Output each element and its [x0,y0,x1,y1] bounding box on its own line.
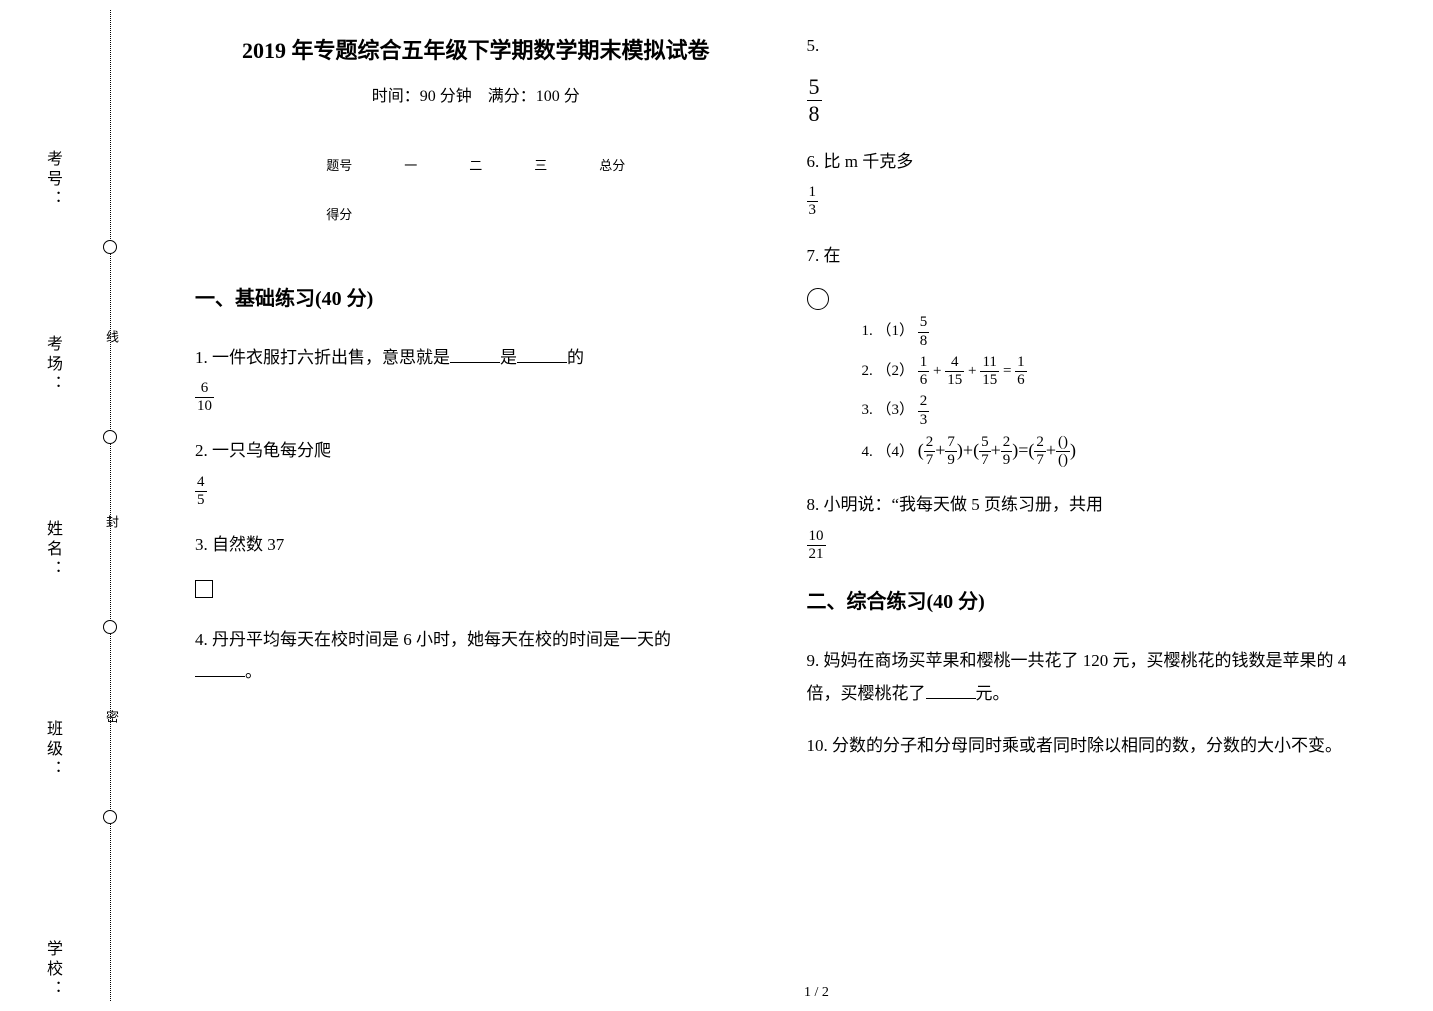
q2-text: 一只乌龟每分爬 [212,441,331,460]
binding-seg-label: 封 [102,515,121,534]
score-cell [573,191,651,240]
question-4: 4. 丹丹平均每天在校时间是 6 小时，她每天在校的时间是一天的 。 [195,624,757,689]
q3-text: 自然数 37 [212,535,284,554]
q7-1-frac: 58 [918,314,930,350]
q7-3-frac: 23 [918,393,930,429]
page-content: 2019 年专题综合五年级下学期数学期末模拟试卷 时间：90 分钟 满分：100… [140,0,1433,1011]
question-5: 5. 58 [807,30,1369,126]
q8-text: 小明说：“我每天做 5 页练习册，共用 [824,495,1104,514]
q7-item-1: （1） 58 [877,314,1369,350]
binding-label: 学校： [40,940,64,1000]
binding-dotted-line [110,10,111,1001]
score-cell [443,191,508,240]
q4-num: 4. [195,630,208,649]
q7-sublist: （1） 58 （2） 16 + 415 + 1115 = 16 （3） 23 [807,314,1369,469]
q7-item-4: （4） (27+79)+(57+29)=(27+()()) [877,433,1369,470]
q6-fraction: 13 [807,184,819,220]
q7-2-a: 16 [918,354,930,390]
binding-seg-label: 密 [102,710,121,729]
question-6: 6. 比 m 千克多 13 [807,146,1369,220]
q9-text-b: 元。 [976,684,1010,703]
table-row: 题号 一 二 三 总分 [300,142,651,191]
q2-num: 2. [195,441,208,460]
q7-num: 7. [807,246,820,265]
binding-label: 考号： [40,150,64,210]
q7-3-label: （3） [877,402,915,418]
q1-text-b: 是 [500,348,517,367]
right-column: 5. 58 6. 比 m 千克多 13 7. 在 （1） 58 [782,30,1394,1001]
question-7: 7. 在 （1） 58 （2） 16 + 415 + 1115 = 16 [807,240,1369,470]
q5-fraction: 58 [807,74,822,126]
score-table: 题号 一 二 三 总分 得分 [300,142,651,239]
checkbox-mark [195,580,213,598]
binding-circle [103,810,117,824]
q9-num: 9. [807,651,820,670]
blank [926,680,976,699]
score-cell [508,191,573,240]
q10-text: 分数的分子和分母同时乘或者同时除以相同的数，分数的大小不变。 [832,736,1342,755]
score-header-2: 二 [443,142,508,191]
q5-num: 5. [807,36,820,55]
q7-4-eq: (27+79)+(57+29)=(27+()()) [918,440,1076,460]
q1-fraction: 610 [195,380,214,416]
binding-label: 姓名： [40,520,64,580]
question-9: 9. 妈妈在商场买苹果和樱桃一共花了 120 元，买樱桃花的钱数是苹果的 4 倍… [807,645,1369,710]
q4-tail: 。 [245,662,262,681]
score-row-label: 得分 [300,191,378,240]
q8-fraction: 1021 [807,528,826,564]
score-header-1: 一 [378,142,443,191]
binding-label: 班级： [40,720,64,780]
q8-num: 8. [807,495,820,514]
binding-circle [103,240,117,254]
score-header-4: 总分 [573,142,651,191]
q7-4-label: （4） [877,444,915,460]
q7-item-3: （3） 23 [877,393,1369,429]
question-3: 3. 自然数 37 [195,529,757,604]
q7-2-r: 16 [1015,354,1027,390]
q4-text: 丹丹平均每天在校时间是 6 小时，她每天在校的时间是一天的 [212,630,671,649]
score-cell [378,191,443,240]
blank [195,658,245,677]
circle-mark [807,288,829,310]
q6-num: 6. [807,152,820,171]
section-2-title: 二、综合练习(40 分) [807,583,1369,621]
exam-title: 2019 年专题综合五年级下学期数学期末模拟试卷 [195,30,757,72]
question-10: 10. 分数的分子和分母同时乘或者同时除以相同的数，分数的大小不变。 [807,730,1369,762]
q7-text: 在 [824,246,841,265]
binding-seg-label: 线 [102,330,121,349]
q1-num: 1. [195,348,208,367]
q6-text: 比 m 千克多 [824,152,914,171]
page-footer: 1 / 2 [170,985,1433,1001]
time-score: 时间：90 分钟 满分：100 分 [195,82,757,112]
question-8: 8. 小明说：“我每天做 5 页练习册，共用 1021 [807,489,1369,563]
blank [517,344,567,363]
question-1: 1. 一件衣服打六折出售，意思就是 是 的 610 [195,342,757,416]
binding-margin: 考号： 考场： 姓名： 班级： 学校： 线封密 [0,0,130,1011]
q7-2-label: （2） [877,363,915,379]
q1-text-c: 的 [567,348,584,367]
q10-num: 10. [807,736,828,755]
q3-num: 3. [195,535,208,554]
q9-text-a: 妈妈在商场买苹果和樱桃一共花了 120 元，买樱桃花的钱数是苹果的 4 倍，买樱… [807,651,1347,702]
binding-circle [103,430,117,444]
left-column: 2019 年专题综合五年级下学期数学期末模拟试卷 时间：90 分钟 满分：100… [170,30,782,1001]
q1-text-a: 一件衣服打六折出售，意思就是 [212,348,450,367]
q7-item-2: （2） 16 + 415 + 1115 = 16 [877,354,1369,390]
q7-2-c: 1115 [980,354,999,390]
section-1-title: 一、基础练习(40 分) [195,280,757,318]
binding-label: 考场： [40,335,64,395]
score-header-0: 题号 [300,142,378,191]
binding-circle [103,620,117,634]
table-row: 得分 [300,191,651,240]
score-header-3: 三 [508,142,573,191]
question-2: 2. 一只乌龟每分爬 45 [195,435,757,509]
q7-1-label: （1） [877,323,915,339]
q2-fraction: 45 [195,474,207,510]
q7-2-b: 415 [945,354,964,390]
blank [450,344,500,363]
